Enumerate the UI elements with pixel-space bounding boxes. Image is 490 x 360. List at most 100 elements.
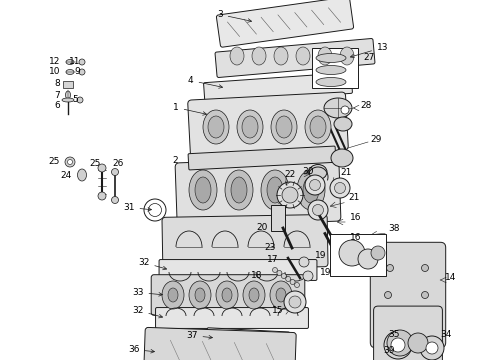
Ellipse shape — [168, 288, 178, 302]
Ellipse shape — [289, 296, 301, 308]
Ellipse shape — [274, 47, 288, 65]
Bar — [330, 234, 386, 276]
Ellipse shape — [324, 98, 352, 118]
Ellipse shape — [385, 292, 392, 298]
Ellipse shape — [358, 249, 378, 269]
Ellipse shape — [66, 91, 71, 99]
Ellipse shape — [230, 47, 244, 65]
Ellipse shape — [112, 197, 119, 203]
Ellipse shape — [267, 177, 283, 203]
Text: 19: 19 — [320, 268, 332, 277]
Ellipse shape — [203, 110, 229, 144]
Ellipse shape — [277, 270, 282, 275]
Text: 14: 14 — [445, 273, 456, 282]
Ellipse shape — [79, 59, 85, 65]
FancyBboxPatch shape — [215, 39, 375, 77]
Ellipse shape — [391, 338, 405, 352]
Text: 35: 35 — [388, 330, 399, 339]
Ellipse shape — [310, 116, 326, 138]
Text: 5: 5 — [72, 95, 78, 104]
Ellipse shape — [148, 203, 162, 216]
Ellipse shape — [290, 279, 295, 284]
Ellipse shape — [68, 159, 73, 165]
Text: 29: 29 — [370, 135, 381, 144]
Bar — [63, 81, 73, 87]
Ellipse shape — [62, 98, 74, 102]
Text: 7: 7 — [54, 90, 60, 99]
Ellipse shape — [98, 192, 106, 200]
Ellipse shape — [271, 110, 297, 144]
Ellipse shape — [334, 117, 352, 131]
Ellipse shape — [421, 265, 428, 271]
Ellipse shape — [316, 66, 346, 75]
Text: 39: 39 — [384, 346, 395, 355]
Ellipse shape — [252, 47, 266, 65]
Text: 23: 23 — [265, 243, 276, 252]
Ellipse shape — [303, 177, 319, 203]
Text: 32: 32 — [138, 258, 167, 270]
FancyBboxPatch shape — [373, 306, 442, 360]
Ellipse shape — [308, 200, 328, 220]
Text: 9: 9 — [74, 68, 80, 77]
Ellipse shape — [316, 77, 346, 86]
Ellipse shape — [66, 69, 74, 75]
Ellipse shape — [331, 149, 353, 167]
Text: 30: 30 — [302, 167, 314, 176]
Ellipse shape — [384, 331, 412, 359]
Text: 33: 33 — [132, 288, 163, 297]
Bar — [312, 48, 358, 88]
Text: 25: 25 — [49, 158, 60, 166]
Text: 20: 20 — [257, 223, 268, 232]
Ellipse shape — [65, 157, 75, 167]
Ellipse shape — [162, 281, 184, 309]
Ellipse shape — [387, 319, 393, 325]
Ellipse shape — [261, 170, 289, 210]
Text: 36: 36 — [128, 345, 154, 354]
Text: 10: 10 — [49, 68, 60, 77]
Ellipse shape — [225, 170, 253, 210]
Text: 16: 16 — [350, 233, 362, 242]
Text: 37: 37 — [186, 331, 213, 340]
Ellipse shape — [189, 281, 211, 309]
Ellipse shape — [189, 170, 217, 210]
Text: 12: 12 — [49, 58, 60, 67]
Ellipse shape — [408, 333, 428, 353]
Ellipse shape — [299, 257, 309, 267]
Text: 25: 25 — [89, 158, 100, 167]
Text: 4: 4 — [188, 76, 222, 88]
Ellipse shape — [305, 110, 331, 144]
Ellipse shape — [243, 281, 265, 309]
Ellipse shape — [79, 69, 85, 75]
Ellipse shape — [66, 59, 74, 64]
Ellipse shape — [387, 265, 393, 271]
FancyBboxPatch shape — [188, 92, 348, 158]
Text: 27: 27 — [363, 53, 374, 62]
Text: 18: 18 — [250, 271, 262, 280]
Ellipse shape — [249, 288, 259, 302]
FancyBboxPatch shape — [151, 275, 305, 315]
Text: 19: 19 — [315, 251, 326, 260]
Ellipse shape — [281, 274, 286, 279]
Ellipse shape — [270, 281, 292, 309]
Text: 17: 17 — [267, 255, 278, 264]
FancyBboxPatch shape — [159, 260, 317, 280]
Ellipse shape — [335, 183, 345, 194]
Text: 22: 22 — [284, 170, 295, 179]
Bar — [271, 205, 285, 231]
Text: 28: 28 — [360, 101, 371, 110]
Text: 26: 26 — [112, 158, 123, 167]
Ellipse shape — [421, 319, 428, 325]
Ellipse shape — [313, 204, 323, 216]
Ellipse shape — [387, 330, 413, 356]
Ellipse shape — [242, 116, 258, 138]
Text: 24: 24 — [61, 171, 72, 180]
Ellipse shape — [340, 47, 354, 65]
Ellipse shape — [309, 165, 327, 180]
Ellipse shape — [77, 97, 83, 103]
FancyBboxPatch shape — [188, 146, 336, 170]
Ellipse shape — [426, 342, 438, 354]
Text: 2: 2 — [172, 156, 178, 165]
FancyBboxPatch shape — [370, 242, 446, 348]
FancyBboxPatch shape — [217, 0, 354, 47]
Ellipse shape — [305, 175, 325, 195]
